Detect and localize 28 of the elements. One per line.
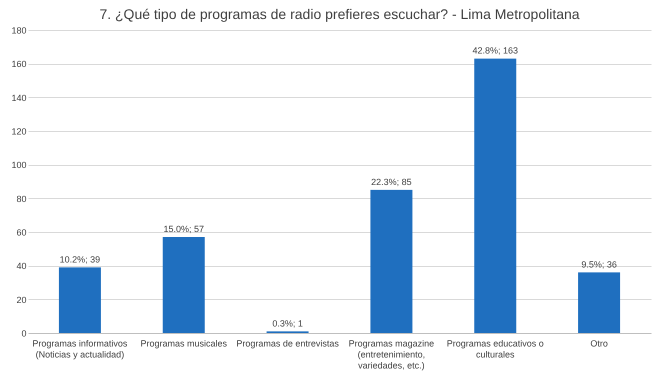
- x-tick-label: Otro: [590, 338, 608, 348]
- x-tick-label: Programas musicales: [140, 338, 228, 348]
- y-tick-label: 0: [21, 328, 26, 338]
- data-label: 9.5%; 36: [581, 259, 617, 270]
- bar: [474, 58, 516, 333]
- x-tick-label: Programas educativos o culturales: [446, 338, 544, 360]
- bar: [162, 237, 205, 333]
- x-tick-label: Programas magazine (entretenimiento, variedades, etc.): [348, 338, 434, 370]
- y-tick-label: 40: [16, 261, 26, 272]
- data-label: 22.3%; 85: [371, 176, 412, 187]
- data-label: 42.8%; 163: [472, 46, 518, 56]
- bar: [578, 272, 620, 333]
- data-label: 10.2%; 39: [60, 254, 100, 264]
- x-tick-label: Programas de entrevistas: [236, 338, 340, 348]
- y-tick-label: 180: [11, 26, 26, 36]
- y-tick-label: 60: [16, 228, 26, 238]
- y-tick-label: 20: [16, 294, 26, 305]
- y-tick-label: 80: [16, 194, 26, 204]
- chart-title: 7. ¿Qué tipo de programas de radio prefieres escuchar? - Lima Metropolitana: [99, 6, 580, 22]
- data-label: 15.0%; 57: [163, 224, 204, 234]
- bar: [370, 190, 412, 333]
- y-tick-label: 140: [11, 92, 26, 103]
- y-tick-label: 160: [11, 59, 26, 70]
- y-tick-label: 120: [11, 126, 26, 136]
- y-tick-label: 100: [11, 160, 26, 170]
- bar: [58, 267, 101, 333]
- data-label: 0.3%; 1: [272, 318, 303, 328]
- x-tick-label: Programas informativos (Noticias y actualidad): [32, 338, 128, 360]
